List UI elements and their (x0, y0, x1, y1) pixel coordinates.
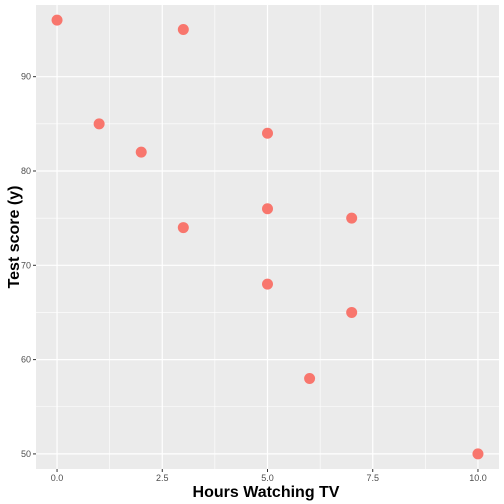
y-tick-label: 50 (21, 449, 31, 459)
x-axis-ticks: 0.0 2.5 5.0 7.5 10.0 (51, 469, 487, 483)
data-point (346, 306, 358, 318)
data-points (51, 14, 484, 460)
major-gridlines (36, 5, 499, 469)
data-point (51, 14, 63, 26)
data-point (262, 127, 273, 139)
x-axis-title: Hours Watching TV (193, 484, 340, 501)
x-tick-label: 5.0 (261, 473, 274, 483)
x-tick-label: 7.5 (366, 473, 379, 483)
y-axis-title: Test score (y) (6, 186, 23, 289)
data-point (346, 212, 358, 224)
y-axis-ticks: 50 60 70 80 90 (21, 72, 36, 459)
data-point (177, 24, 189, 36)
data-point (177, 222, 189, 234)
data-point (262, 278, 273, 290)
data-point (93, 118, 105, 130)
y-tick-label: 70 (21, 260, 31, 270)
data-point (472, 448, 484, 460)
y-tick-label: 80 (21, 166, 31, 176)
x-tick-label: 10.0 (469, 473, 487, 483)
data-point (135, 146, 147, 158)
data-point (304, 372, 316, 384)
y-tick-label: 90 (21, 72, 31, 82)
x-tick-label: 2.5 (156, 473, 169, 483)
data-point (262, 203, 273, 215)
x-tick-label: 0.0 (51, 473, 64, 483)
y-tick-label: 60 (21, 355, 31, 365)
